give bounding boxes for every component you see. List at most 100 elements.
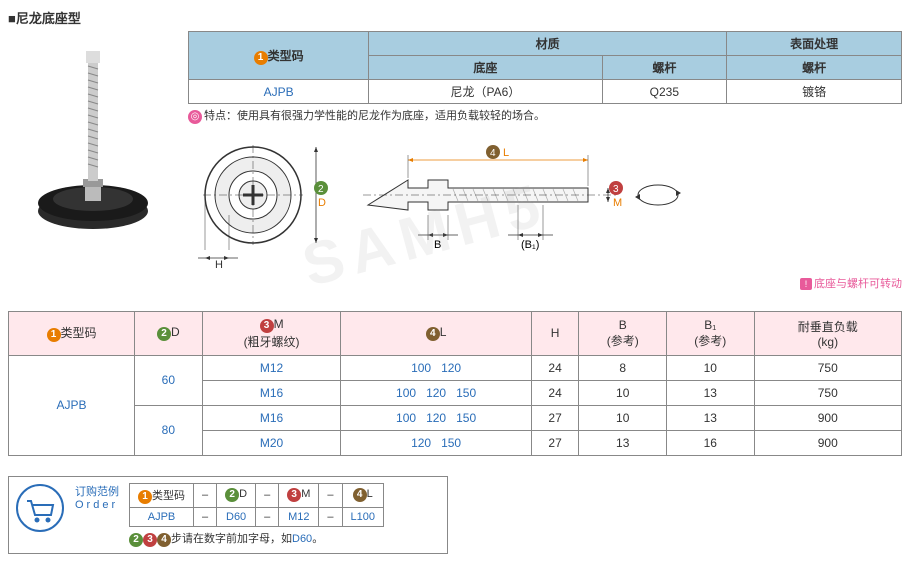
order-table-wrap: 1类型码 – 2D – 3M – 4L AJPB – D60 – M12 – L… [129,483,384,547]
sc4-icon: 4 [426,327,440,341]
order-content: 订购范例Order [75,483,119,511]
order-example: 订购范例Order 1类型码 – 2D – 3M – 4L AJPB – D60… [8,476,448,554]
th-base: 底座 [369,56,602,80]
th-surf: 表面处理 [727,32,902,56]
td-d: 60 [135,355,203,405]
td-h: 27 [531,430,579,455]
note-sq-icon: ! [800,278,812,290]
td-base: 尼龙（PA6） [369,80,602,104]
order-note-ex: D60 [292,533,312,545]
td-b1: 10 [667,355,755,380]
th-mat: 材质 [369,32,727,56]
sth-3: 4L [341,311,531,355]
oc1-icon: 1 [138,490,152,504]
td-b1: 13 [667,405,755,430]
svg-text:B: B [434,239,441,251]
td-load: 900 [754,405,901,430]
ot2-6: L100 [342,507,383,526]
td-code: AJPB [9,355,135,455]
td-m: M20 [202,430,341,455]
td-b: 8 [579,355,667,380]
td-b: 13 [579,430,667,455]
svg-text:4: 4 [490,148,496,159]
svg-text:2: 2 [318,184,324,195]
td-h: 24 [531,355,579,380]
th-rod2: 螺杆 [727,56,902,80]
ot-4: 3M [279,483,319,507]
feature-note: ◎特点：使用具有很强力学性能的尼龙作为底座，适用负载较轻的场合。 [188,108,902,125]
td-m: M16 [202,380,341,405]
spec-table: 1类型码 2D 3M(粗牙螺纹) 4L H B(参考) B₁(参考) 耐垂直负载… [8,311,902,456]
svg-text:L: L [503,147,509,159]
order-title: 订购范例Order [75,483,119,511]
td-d: 80 [135,405,203,455]
th-rod: 螺杆 [602,56,727,80]
diagram-row: H 2 D 4 L B [188,140,902,270]
sth-4: H [531,311,579,355]
sth-3-label: L [440,325,447,339]
td-rod: Q235 [602,80,727,104]
td-m: M16 [202,405,341,430]
diagram-top-view: H 2 D [188,140,328,270]
sth-7: 耐垂直负载(kg) [754,311,901,355]
order-note-suf: 。 [312,533,323,545]
svg-text:D: D [318,197,326,209]
diagram-side-view: 4 L B (B₁) 3 M [358,140,688,270]
sc3-icon: 3 [260,319,274,333]
td-m: M12 [202,355,341,380]
ot-1: – [194,483,217,507]
section-title: ■尼龙底座型 [8,8,902,27]
ot-3: – [256,483,279,507]
rotate-note-text: 底座与螺杆可转动 [814,278,902,290]
svg-text:H: H [215,259,223,270]
td-b1: 16 [667,430,755,455]
cart-icon [15,483,65,533]
th-type: 1类型码 [189,32,369,80]
ot-5: – [319,483,342,507]
ot2-1: – [194,507,217,526]
top-section: 1类型码 材质 表面处理 底座 螺杆 螺杆 AJPB 尼龙（PA6） Q235 … [8,31,902,291]
td-load: 750 [754,355,901,380]
sth-6: B₁(参考) [667,311,755,355]
td-b: 10 [579,405,667,430]
td-load: 900 [754,430,901,455]
ot2-0: AJPB [130,507,194,526]
ot2-5: – [319,507,342,526]
td-b1: 13 [667,380,755,405]
order-note-pre: 步请在数字前加字母，如 [171,533,292,545]
on-c3-icon: 3 [143,533,157,547]
sc1-icon: 1 [47,328,61,342]
td-load: 750 [754,380,901,405]
on-c2-icon: 2 [129,533,143,547]
rotate-note: !底座与螺杆可转动 [188,275,902,291]
on-c4-icon: 4 [157,533,171,547]
td-b: 10 [579,380,667,405]
ot-6: 4L [342,483,383,507]
ot2-3: – [256,507,279,526]
td-l: 120 150 [341,430,531,455]
sth-1-label: D [171,325,180,339]
note-text: 使用具有很强力学性能的尼龙作为底座，适用负载较轻的场合。 [237,110,545,122]
td-l: 100 120 150 [341,380,531,405]
td-code: AJPB [189,80,369,104]
td-surf: 镀铬 [727,80,902,104]
ot-2: 2D [217,483,256,507]
td-h: 24 [531,380,579,405]
svg-text:3: 3 [613,184,619,195]
svg-text:M: M [613,197,622,209]
right-column: 1类型码 材质 表面处理 底座 螺杆 螺杆 AJPB 尼龙（PA6） Q235 … [188,31,902,291]
ot-0: 1类型码 [130,483,194,507]
sc2-icon: 2 [157,327,171,341]
material-table: 1类型码 材质 表面处理 底座 螺杆 螺杆 AJPB 尼龙（PA6） Q235 … [188,31,902,104]
sth-0-label: 类型码 [61,326,97,340]
order-table: 1类型码 – 2D – 3M – 4L AJPB – D60 – M12 – L… [129,483,384,527]
oc2-icon: 2 [225,488,239,502]
sth-2: 3M(粗牙螺纹) [202,311,341,355]
oc4-icon: 4 [353,488,367,502]
sth-0: 1类型码 [9,311,135,355]
ot2-4: M12 [279,507,319,526]
th-type-label: 类型码 [268,49,304,63]
product-photo [8,31,178,251]
ot2-2: D60 [217,507,256,526]
sth-1: 2D [135,311,203,355]
